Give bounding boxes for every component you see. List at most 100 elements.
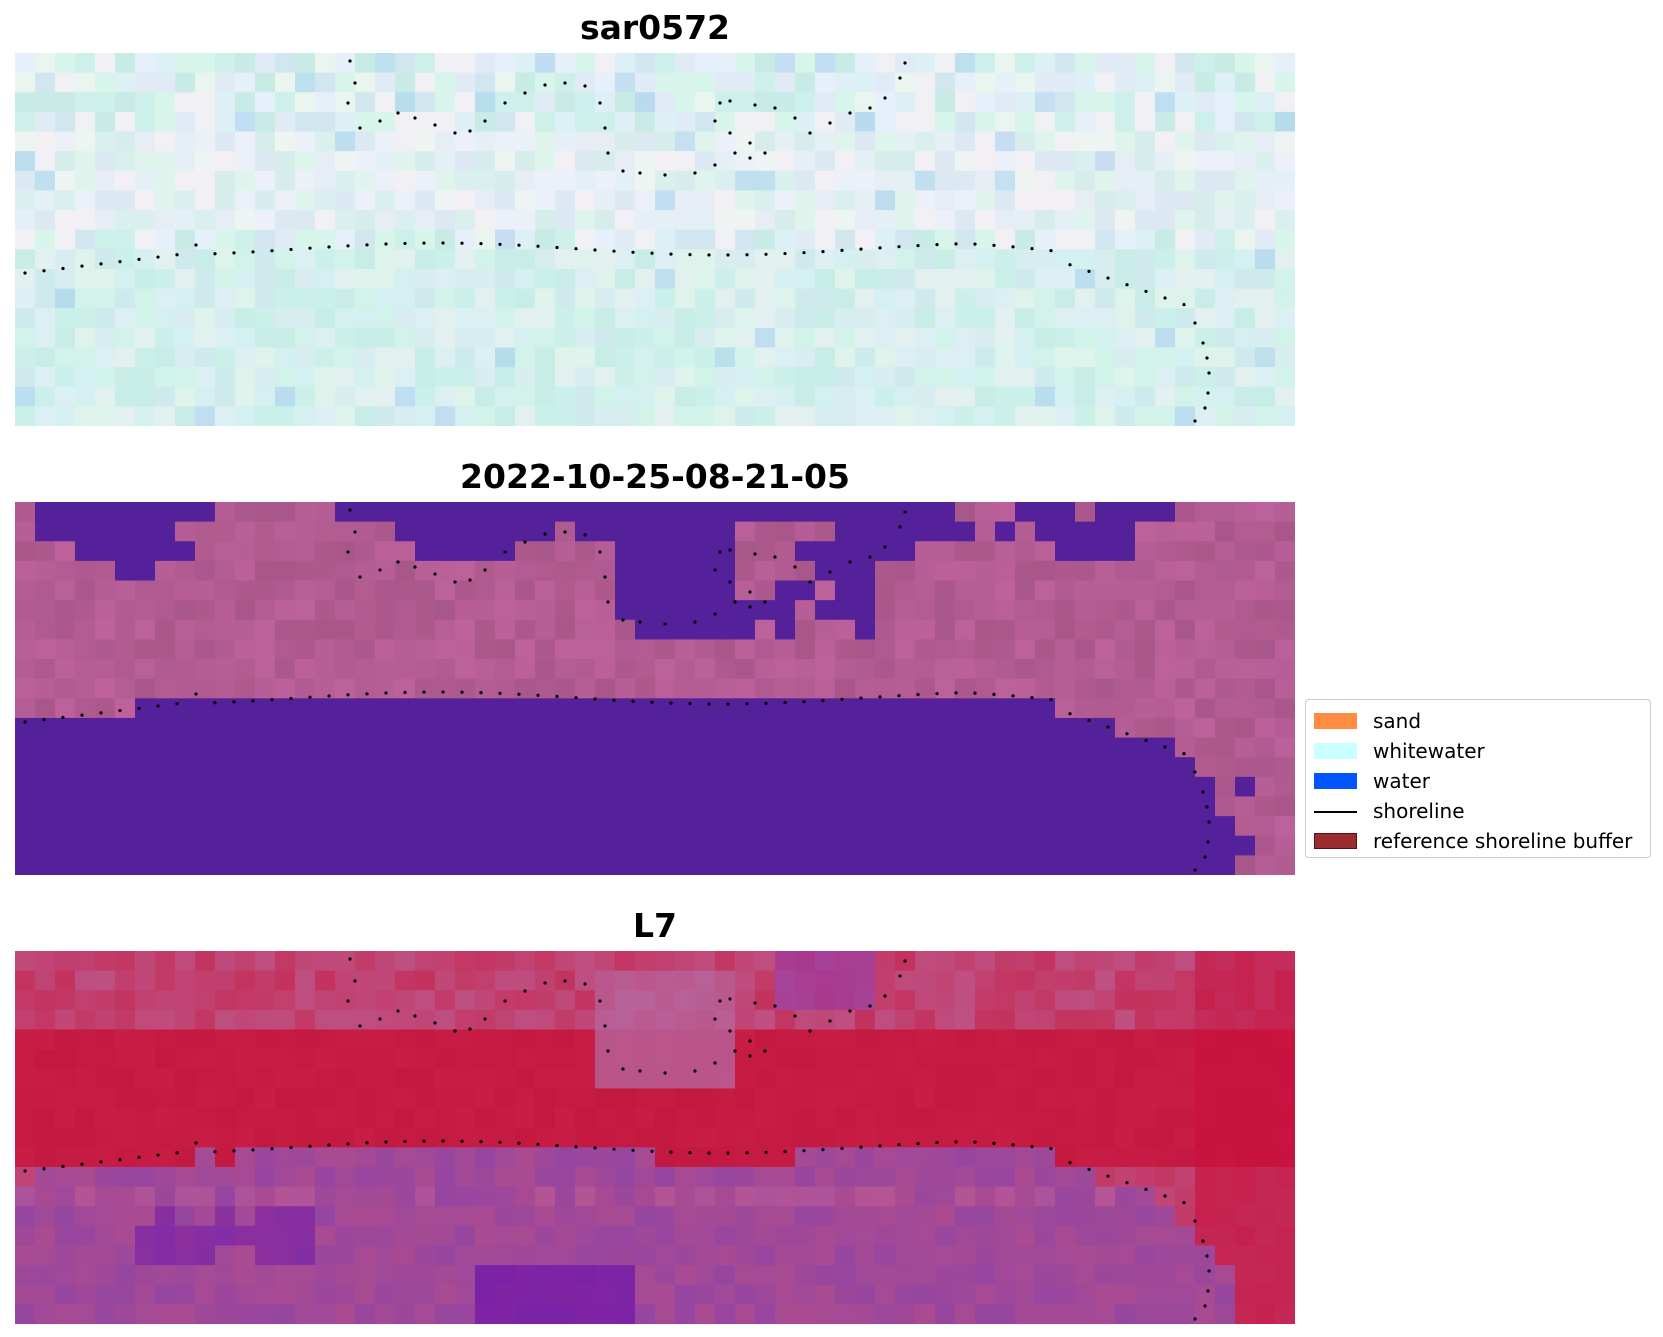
l7-pixel xyxy=(55,1127,76,1148)
class-pixel xyxy=(1075,796,1096,817)
sar-pixel xyxy=(315,268,336,290)
l7-pixel xyxy=(355,951,376,972)
class-pixel xyxy=(375,776,396,797)
sar-pixel xyxy=(1135,327,1156,348)
sar-pixel xyxy=(615,268,636,290)
class-pixel xyxy=(635,717,656,739)
l7-pixel xyxy=(855,1127,876,1148)
sar-pixel xyxy=(1235,210,1256,231)
l7-pixel xyxy=(875,1265,896,1286)
l7-pixel xyxy=(655,1049,676,1070)
class-pixel xyxy=(1135,502,1156,523)
l7-pixel xyxy=(115,1225,136,1246)
l7-pixel xyxy=(675,990,696,1011)
l7-pixel xyxy=(695,1265,716,1286)
class-shoreline-dot xyxy=(992,692,996,696)
l7-pixel xyxy=(15,1166,36,1188)
sar-pixel xyxy=(1115,72,1136,93)
class-shoreline-dot xyxy=(42,718,46,722)
sar-pixel xyxy=(175,72,196,93)
sar-pixel xyxy=(515,131,536,152)
class-pixel xyxy=(1235,796,1256,817)
class-pixel xyxy=(975,560,996,582)
sar-pixel xyxy=(635,229,656,250)
sar-pixel xyxy=(535,288,556,309)
class-pixel xyxy=(255,521,276,542)
sar-shoreline-dot xyxy=(693,171,697,175)
class-pixel xyxy=(135,560,156,582)
l7-pixel xyxy=(795,1225,816,1246)
class-pixel xyxy=(75,835,96,856)
sar-pixel xyxy=(795,367,816,388)
class-pixel xyxy=(1055,816,1076,837)
class-pixel xyxy=(235,717,256,739)
l7-pixel xyxy=(1075,1108,1096,1129)
sar-pixel xyxy=(375,288,396,309)
class-pixel xyxy=(835,502,856,523)
sar-pixel xyxy=(195,367,216,388)
sar-pixel xyxy=(1275,249,1295,270)
l7-pixel xyxy=(275,1088,296,1109)
class-pixel xyxy=(795,619,816,640)
class-pixel xyxy=(1055,776,1076,797)
class-pixel xyxy=(1075,560,1096,582)
class-pixel xyxy=(695,600,716,621)
sar-pixel xyxy=(415,170,436,191)
l7-pixel xyxy=(1195,1029,1216,1050)
sar-pixel xyxy=(1135,367,1156,388)
l7-pixel xyxy=(915,1029,936,1050)
sar-pixel xyxy=(555,190,576,211)
class-pixel xyxy=(155,796,176,817)
class-pixel xyxy=(615,600,636,621)
l7-pixel xyxy=(195,1284,216,1305)
l7-pixel xyxy=(1075,1127,1096,1148)
sar-pixel xyxy=(815,131,836,152)
class-pixel xyxy=(535,541,556,562)
class-pixel xyxy=(55,776,76,797)
l7-pixel xyxy=(995,1147,1016,1168)
l7-pixel xyxy=(1075,970,1096,991)
class-pixel xyxy=(115,560,136,582)
sar-pixel xyxy=(675,347,696,368)
l7-pixel xyxy=(955,1245,976,1266)
sar-pixel xyxy=(375,347,396,368)
sar-pixel xyxy=(235,386,256,407)
l7-pixel xyxy=(115,1265,136,1286)
class-shoreline-dot xyxy=(621,618,625,622)
class-pixel xyxy=(1055,521,1076,542)
class-pixel xyxy=(415,816,436,837)
sar-pixel xyxy=(775,170,796,191)
class-pixel xyxy=(935,502,956,523)
l7-pixel xyxy=(655,1166,676,1188)
sar-pixel xyxy=(275,308,296,329)
l7-pixel xyxy=(495,1245,516,1266)
class-pixel xyxy=(595,521,616,542)
sar-pixel xyxy=(855,268,876,290)
class-pixel xyxy=(795,855,816,875)
sar-pixel xyxy=(235,308,256,329)
sar-pixel xyxy=(975,327,996,348)
l7-pixel xyxy=(615,1284,636,1305)
sar-pixel xyxy=(255,406,276,426)
l7-pixel xyxy=(1115,1068,1136,1089)
l7-pixel xyxy=(575,1068,596,1089)
sar-pixel xyxy=(1275,190,1295,211)
sar-pixel xyxy=(1155,190,1176,211)
class-pixel xyxy=(835,776,856,797)
sar-pixel xyxy=(595,131,616,152)
class-pixel xyxy=(155,619,176,640)
class-pixel xyxy=(535,502,556,523)
sar-pixel xyxy=(455,210,476,231)
class-pixel xyxy=(275,619,296,640)
sar-pixel xyxy=(55,386,76,407)
panel-title-1: sar0572 xyxy=(579,8,731,47)
sar-pixel xyxy=(535,210,556,231)
sar-pixel xyxy=(655,406,676,426)
class-pixel xyxy=(195,757,216,778)
sar-pixel xyxy=(395,131,416,152)
l7-pixel xyxy=(1035,990,1056,1011)
l7-pixel xyxy=(815,1108,836,1129)
class-pixel xyxy=(1255,580,1276,601)
sar-pixel xyxy=(1135,92,1156,113)
l7-shoreline-dot xyxy=(574,1145,578,1149)
